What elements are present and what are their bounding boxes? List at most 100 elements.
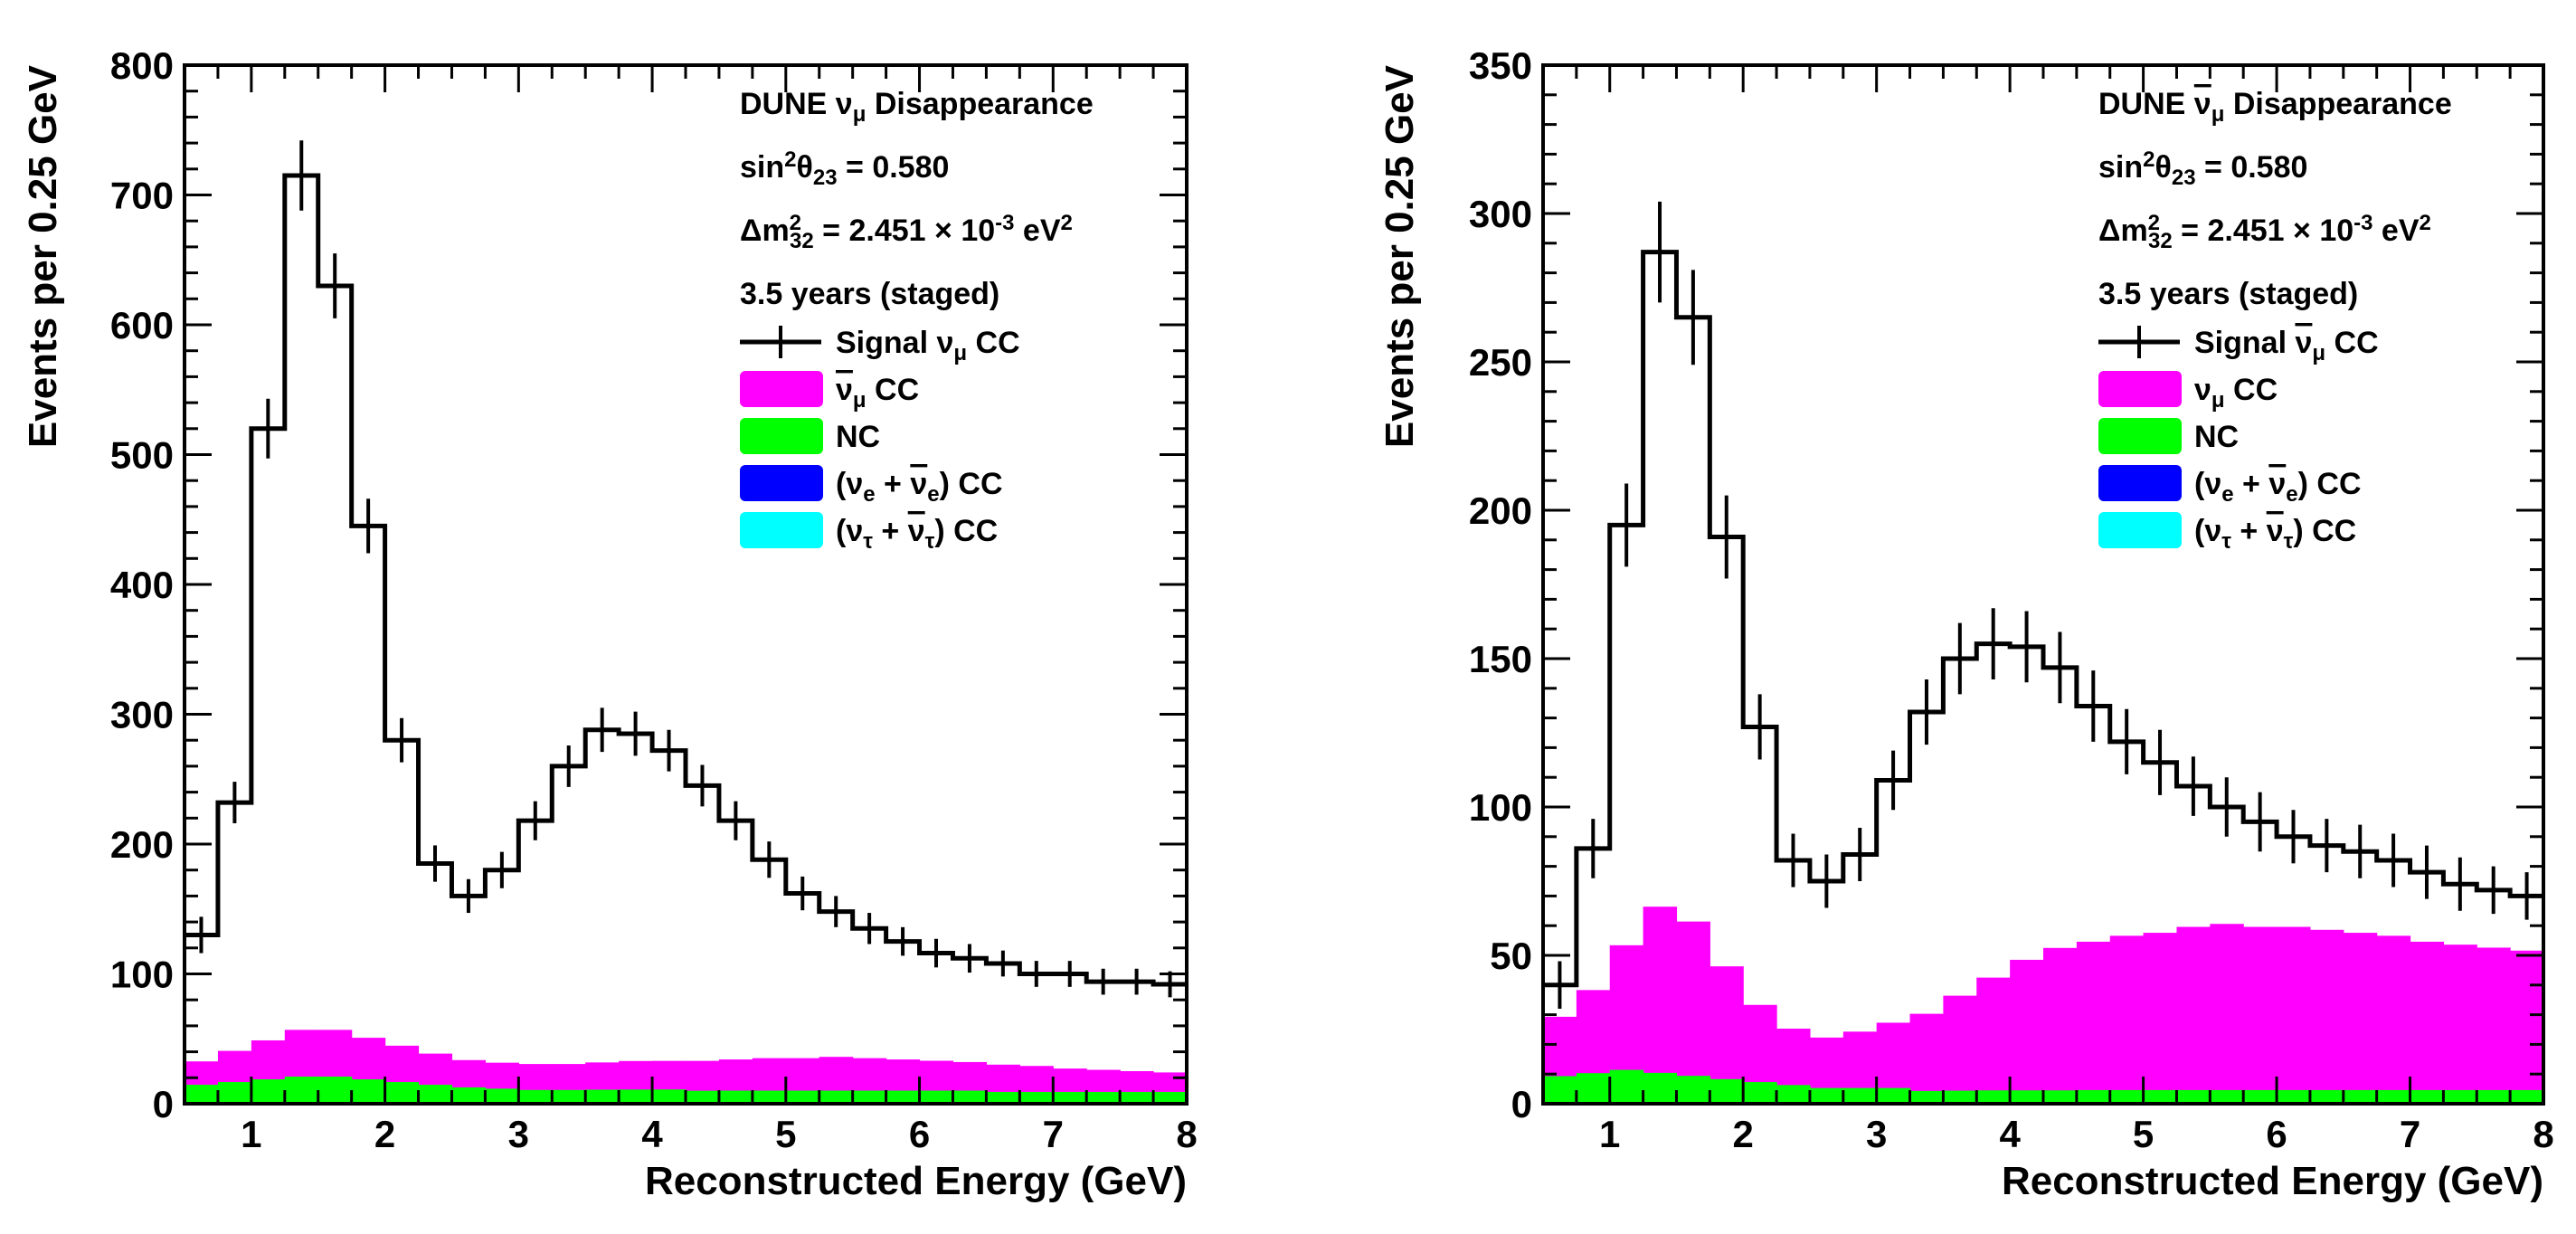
label-superscript: 2: [2143, 147, 2155, 172]
y-tick-label: 300: [110, 694, 174, 736]
fill-bar: [1643, 907, 1678, 1104]
fill-bar: [585, 1089, 620, 1104]
fill-bar: [986, 1091, 1020, 1104]
legend-entry: νμ CC: [740, 371, 919, 413]
x-tick-label: 4: [1999, 1113, 2021, 1155]
sin2-theta23-label: sin2θ23 = 0.580: [2098, 147, 2307, 190]
chart-title: DUNE νμ Disappearance: [740, 87, 1094, 127]
label-prefix: sin: [740, 150, 784, 185]
y-tick-label: 600: [110, 304, 174, 346]
label-middle: = 2.451 × 10: [814, 214, 995, 248]
delta-m2-label: Δm2 32 = 2.451 × 10-3 eV2: [2098, 211, 2431, 253]
fill-bar: [2076, 1089, 2111, 1104]
label-middle: +: [876, 467, 911, 501]
legend-label: (ντ + ντ) CC: [2194, 514, 2356, 554]
legend-label: (ντ + ντ) CC: [836, 514, 998, 554]
fill-bar: [2109, 935, 2145, 1104]
fill-series--cc: [1543, 907, 2544, 1104]
fill-bar: [952, 1090, 987, 1104]
label-subscript: 32: [790, 229, 814, 253]
legend: DUNE νμ Disappearance sin2θ23 = 0.580 Δm2 3…: [740, 87, 1094, 554]
label-subscript: τ: [863, 529, 873, 554]
fill-bar: [619, 1089, 653, 1104]
legend-label: (νe + νe) CC: [836, 467, 1003, 507]
fill-bar: [2277, 1089, 2311, 1104]
fill-bar: [1120, 1091, 1154, 1104]
label-subscript: μ: [2312, 341, 2325, 365]
label-superscript: -3: [2353, 211, 2372, 235]
x-tick-label: 1: [241, 1113, 261, 1155]
fill-bar: [2143, 933, 2178, 1104]
label-symbol-bar: ν: [2267, 514, 2284, 548]
fill-bar: [2309, 1089, 2344, 1104]
x-tick-label: 7: [1043, 1113, 1064, 1155]
label-suffix: ) CC: [2298, 467, 2362, 501]
label-subscript: 23: [813, 166, 838, 190]
fill-bar: [2443, 944, 2477, 1104]
x-tick-label: 2: [374, 1113, 395, 1155]
y-tick-label: 50: [1490, 935, 1532, 977]
fill-bar: [2210, 924, 2244, 1104]
chart-title: DUNE νμ Disappearance: [2098, 87, 2452, 127]
label-superscript: 2: [790, 211, 801, 235]
fill-bar: [1943, 995, 1977, 1104]
label-superscript: 2: [2420, 211, 2431, 235]
fill-bar: [1676, 1076, 1710, 1104]
fill-bar: [1809, 1087, 1844, 1104]
label-suffix: CC: [867, 373, 920, 407]
fill-bar: [2043, 947, 2078, 1104]
fill-bar: [552, 1089, 586, 1104]
x-tick-label: 6: [2266, 1113, 2287, 1155]
label-suffix: Disappearance: [2224, 87, 2451, 121]
fill-bar: [2410, 941, 2444, 1104]
fill-bar: [1842, 1087, 1878, 1104]
y-tick-label: 250: [1469, 341, 1532, 384]
legend-swatch: [2098, 512, 2182, 548]
fill-bar: [2010, 1090, 2044, 1104]
label-prefix: NC: [836, 420, 880, 454]
fill-bar: [2343, 933, 2378, 1104]
legend-entry: (ντ + ντ) CC: [2098, 512, 2356, 554]
fill-bar: [351, 1079, 386, 1104]
label-subscript: μ: [853, 388, 867, 413]
sin2-theta23-label: sin2θ23 = 0.580: [740, 147, 949, 190]
x-tick-label: 8: [1176, 1113, 1197, 1155]
legend-entry: (νe + νe) CC: [2098, 465, 2362, 507]
y-tick-label: 500: [110, 434, 174, 477]
label-prefix: (ν: [2194, 467, 2221, 501]
fill-series-nc: [185, 1077, 1188, 1104]
legend-swatch: [740, 418, 823, 454]
label-symbol-bar: ν: [2194, 87, 2211, 121]
legend-entry: Signal νμ CC: [740, 326, 1020, 365]
exposure-label: 3.5 years (staged): [2098, 277, 2358, 311]
legend-entry: NC: [740, 418, 880, 454]
label-prefix: Signal: [2194, 326, 2295, 360]
fill-bar: [1676, 921, 1710, 1104]
label-suffix: CC: [967, 326, 1020, 360]
fill-bar: [1709, 1078, 1744, 1104]
fill-bar: [886, 1090, 921, 1104]
delta-m2-label: Δm2 32 = 2.451 × 10-3 eV2: [740, 211, 1073, 253]
fill-bar: [2376, 1089, 2411, 1104]
fill-bar: [2443, 1089, 2477, 1104]
x-tick-label: 2: [1733, 1113, 1754, 1155]
fill-bar: [919, 1090, 954, 1104]
label-unit: eV: [2372, 214, 2419, 248]
label-superscript: 2: [2148, 211, 2160, 235]
legend-label: NC: [2194, 420, 2239, 454]
label-suffix: = 0.580: [2196, 150, 2308, 185]
fill-bar: [2043, 1090, 2078, 1104]
y-tick-label: 100: [1469, 786, 1532, 829]
fill-bar: [2176, 1089, 2211, 1104]
label-subscript: τ: [925, 529, 935, 554]
fill-bar: [2376, 935, 2411, 1104]
label-suffix: CC: [2325, 326, 2379, 360]
label-symbol: ν: [2194, 373, 2211, 407]
legend-swatch: [740, 512, 823, 548]
fill-bar: [1609, 1069, 1644, 1104]
legend-label: νμ CC: [836, 373, 919, 413]
fill-bar: [819, 1090, 854, 1104]
